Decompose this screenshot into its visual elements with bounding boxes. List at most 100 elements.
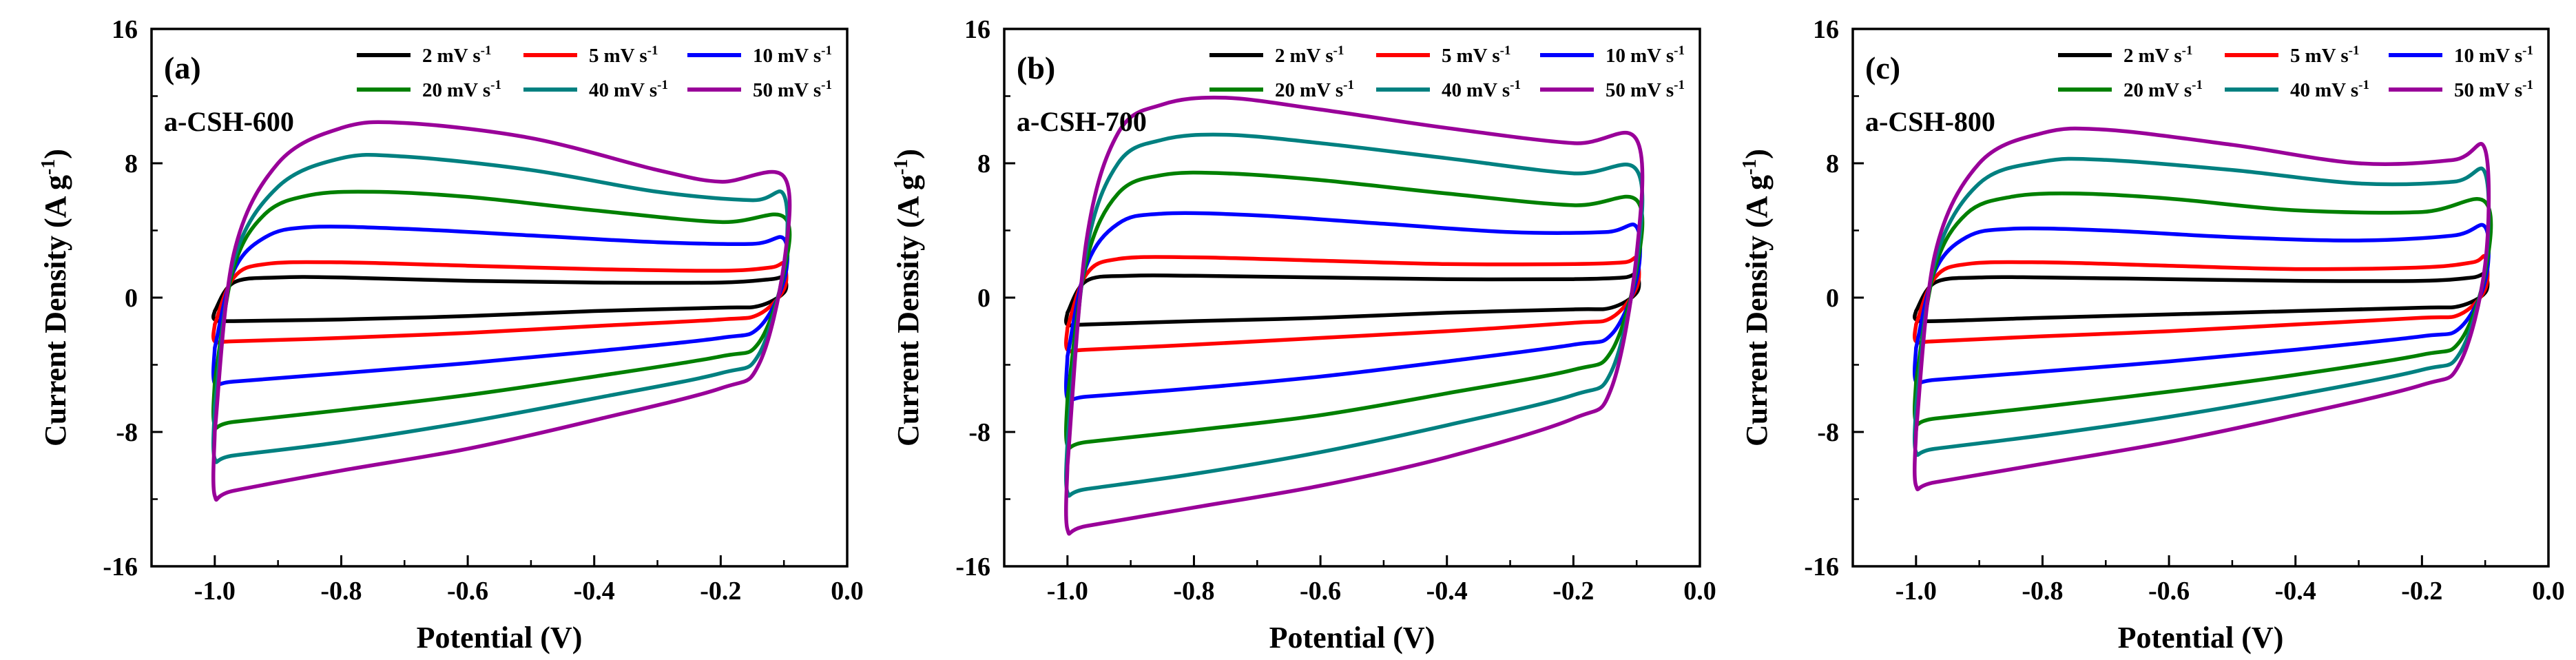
y-tick-label: 16 (964, 15, 990, 44)
y-axis: -16 -8 0 8 16 (1804, 15, 1864, 581)
legend-unit-sup: -1 (1674, 43, 1685, 58)
x-axis: -1.0 -0.8 -0.6 -0.4 -0.2 0.0 (194, 555, 864, 606)
legend-unit-sup: -1 (1674, 78, 1685, 92)
y-axis-title: Current Density (A g-1) (1739, 149, 1774, 446)
legend-label: 20 mV s-1 (2123, 78, 2203, 101)
legend-label: 10 mV s-1 (2454, 43, 2533, 67)
legend-unit: mV s (1290, 45, 1333, 67)
legend-unit: mV s (1630, 79, 1674, 101)
y-tick-label: 8 (125, 149, 138, 178)
cv-curves (1064, 95, 1645, 536)
y-tick-label: 0 (125, 284, 138, 313)
legend-rate: 10 (2454, 45, 2474, 67)
y-tick-label: 16 (1813, 15, 1839, 44)
sample-label: a-CSH-700 (1017, 106, 1147, 137)
x-axis: -1.0 -0.8 -0.6 -0.4 -0.2 0.0 (1895, 555, 2565, 606)
legend: 2 mV s-1 5 mV s-1 10 mV s-120 mV s-1 40 mV s-1 50… (2058, 43, 2533, 101)
legend: 2 mV s-1 5 mV s-1 10 mV s-120 mV s-1 40 mV s-1 50… (1209, 43, 1685, 101)
legend-unit-sup: -1 (481, 43, 492, 58)
x-axis-title: Potential (V) (417, 621, 583, 654)
x-axis-title: Potential (V) (1269, 621, 1435, 654)
panel-label: (c) (1865, 50, 1900, 85)
y-tick-label: -8 (968, 418, 990, 447)
x-tick-label: 0.0 (831, 577, 864, 606)
legend-rate: 40 (2290, 79, 2310, 101)
legend-unit: mV s (778, 45, 821, 67)
y-axis-title-main: Current Density (A g (891, 175, 925, 446)
y-axis-title-end: ) (891, 149, 925, 159)
y-tick-label: 0 (977, 284, 990, 313)
x-tick-label: -0.4 (574, 577, 615, 606)
y-axis-title-end: ) (1740, 149, 1774, 159)
x-tick-label: -0.4 (2275, 577, 2316, 606)
cv-curve-2-mv-s (211, 274, 789, 323)
legend-label: 5 mV s-1 (2290, 43, 2359, 67)
cv-curve-20-mv-s (1913, 192, 2493, 426)
x-tick-label: -1.0 (194, 577, 236, 606)
cv-curves (211, 120, 792, 502)
legend-rate: 5 (2290, 45, 2300, 67)
legend-label: 5 mV s-1 (589, 43, 658, 67)
x-tick-label: 0.0 (2532, 577, 2565, 606)
legend-rate: 20 (2123, 79, 2143, 101)
cv-curve-20-mv-s (211, 189, 792, 430)
cv-curve-50-mv-s (211, 120, 792, 502)
panel-label: (b) (1017, 50, 1055, 85)
x-tick-label: 0.0 (1683, 577, 1716, 606)
legend-rate: 50 (753, 79, 773, 101)
y-tick-label: 8 (977, 149, 990, 178)
legend-rate: 20 (1275, 79, 1295, 101)
legend-unit-sup: -1 (2522, 78, 2533, 92)
x-tick-label: -0.6 (2148, 577, 2190, 606)
legend-rate: 2 (422, 45, 433, 67)
x-tick-label: -0.6 (447, 577, 488, 606)
x-tick-label: -0.2 (2401, 577, 2442, 606)
legend-label: 5 mV s-1 (1442, 43, 1510, 67)
legend-unit: mV s (614, 79, 657, 101)
legend-unit-sup: -1 (2182, 43, 2193, 58)
x-axis-title: Potential (V) (2118, 621, 2284, 654)
y-axis-title-sup: -1 (891, 159, 912, 175)
panel-c: -1.0 -0.8 -0.6 -0.4 -0.2 0.0 -16 -8 0 8 16 Potentia… (1739, 15, 2565, 654)
x-tick-label: -1.0 (1895, 577, 1937, 606)
y-axis-title: Current Density (A g-1) (891, 149, 925, 446)
cv-curves (1913, 126, 2493, 491)
cv-curve-5-mv-s (211, 260, 789, 345)
legend-label: 40 mV s-1 (1442, 78, 1521, 101)
sample-label: a-CSH-800 (1865, 106, 1995, 137)
y-axis-title-sup: -1 (1739, 159, 1760, 175)
cv-curve-5-mv-s (1064, 255, 1641, 353)
y-tick-label: -16 (1804, 553, 1839, 581)
legend-unit: mV s (2305, 45, 2349, 67)
legend-label: 10 mV s-1 (753, 43, 832, 67)
y-tick-label: 8 (1826, 149, 1839, 178)
y-tick-label: 0 (1826, 284, 1839, 313)
x-tick-label: -0.8 (1173, 577, 1214, 606)
cv-curve-50-mv-s (1913, 126, 2491, 491)
legend-unit: mV s (2315, 79, 2358, 101)
panel-b: -1.0 -0.8 -0.6 -0.4 -0.2 0.0 -16 -8 0 8 16 Potentia… (891, 15, 1716, 654)
x-tick-label: -0.2 (1552, 577, 1594, 606)
cv-curve-40-mv-s (211, 152, 790, 464)
legend-label: 50 mV s-1 (1606, 78, 1685, 101)
cv-curve-2-mv-s (1913, 271, 2490, 323)
legend-unit-sup: -1 (2192, 78, 2203, 92)
legend-unit: mV s (604, 45, 647, 67)
x-tick-label: -0.8 (320, 577, 362, 606)
x-tick-label: -0.8 (2022, 577, 2063, 606)
panel-a: -1.0 -0.8 -0.6 -0.4 -0.2 0.0 -16 -8 0 8 16 Potentia… (38, 15, 864, 654)
legend-rate: 2 (1275, 45, 1285, 67)
legend-unit: mV s (447, 79, 490, 101)
x-tick-label: -0.6 (1300, 577, 1341, 606)
legend-unit-sup: -1 (1500, 43, 1511, 58)
x-axis: -1.0 -0.8 -0.6 -0.4 -0.2 0.0 (1047, 555, 1716, 606)
legend-unit-sup: -1 (647, 43, 658, 58)
y-axis: -16 -8 0 8 16 (955, 15, 1015, 581)
legend-label: 50 mV s-1 (2454, 78, 2533, 101)
y-tick-label: -8 (116, 418, 138, 447)
legend-unit-sup: -1 (657, 78, 668, 92)
legend-unit-sup: -1 (2522, 43, 2533, 58)
y-axis: -16 -8 0 8 16 (103, 15, 163, 581)
panel-label: (a) (164, 50, 201, 85)
